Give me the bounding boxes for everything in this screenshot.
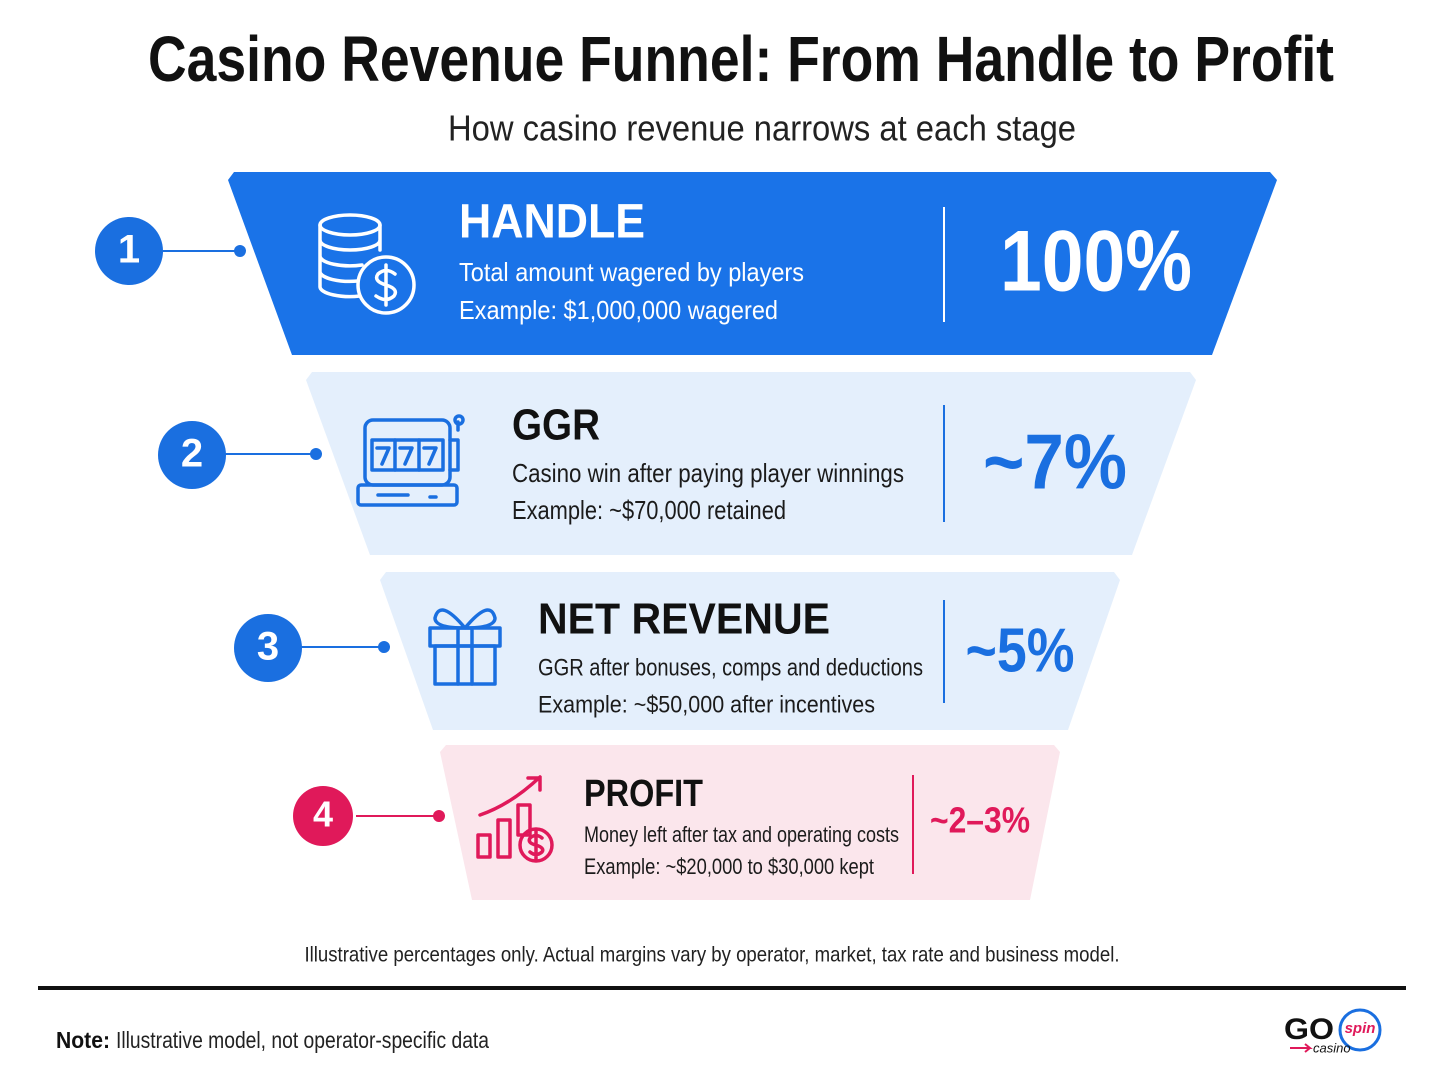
stage-name: NET REVENUE xyxy=(538,595,830,644)
stage-name: GGR xyxy=(512,401,600,450)
funnel-band xyxy=(228,172,1277,355)
gift-icon xyxy=(428,608,502,686)
logo-main: GO xyxy=(1284,1013,1334,1046)
stage-example: Example: ~$70,000 retained xyxy=(512,495,786,525)
logo-sub: casino xyxy=(1313,1040,1351,1055)
logo-ring xyxy=(1338,1008,1382,1052)
title: Casino Revenue Funnel: From Handle to Pr… xyxy=(148,23,1334,95)
funnel-band xyxy=(380,572,1120,730)
stage-example: Example: $1,000,000 wagered xyxy=(459,295,778,325)
stage-name: HANDLE xyxy=(459,196,645,249)
slot-machine-icon xyxy=(356,414,465,507)
stage-percent: ~7% xyxy=(983,418,1127,506)
step-number: 4 xyxy=(313,794,333,835)
step-badge xyxy=(234,614,302,682)
logo: GO spin casino xyxy=(1284,1008,1382,1055)
step-number: 2 xyxy=(181,432,203,476)
stage-percent: ~2–3% xyxy=(930,800,1030,841)
stage-percent: 100% xyxy=(1000,214,1192,310)
stage-description: Total amount wagered by players xyxy=(459,257,804,287)
profit-chart-icon xyxy=(476,775,554,863)
connector-dot xyxy=(310,448,322,460)
stage-description: Money left after tax and operating costs xyxy=(584,822,899,847)
funnel-band xyxy=(440,745,1060,900)
step-number: 1 xyxy=(118,228,140,272)
coins-icon xyxy=(318,213,416,315)
stage-description: GGR after bonuses, comps and deductions xyxy=(538,654,923,681)
stage-percent: ~5% xyxy=(966,616,1075,685)
note-label: Note: xyxy=(56,1027,110,1053)
step-badge xyxy=(95,217,163,285)
disclaimer: Illustrative percentages only. Actual ma… xyxy=(305,944,1120,967)
connector-dot xyxy=(378,641,390,653)
step-badge xyxy=(158,421,226,489)
logo-arrow xyxy=(1290,1043,1313,1053)
note-text: Illustrative model, not operator-specifi… xyxy=(116,1027,489,1053)
funnel-band xyxy=(306,372,1196,555)
stage-example: Example: ~$20,000 to $30,000 kept xyxy=(584,854,874,879)
stage-name: PROFIT xyxy=(584,773,703,815)
step-badge xyxy=(293,786,353,846)
step-number: 3 xyxy=(257,625,279,669)
logo-badge: spin xyxy=(1345,1020,1376,1037)
subtitle: How casino revenue narrows at each stage xyxy=(448,108,1076,149)
connector-dot xyxy=(234,245,246,257)
connector-dot xyxy=(433,810,445,822)
stage-example: Example: ~$50,000 after incentives xyxy=(538,691,875,718)
stage-description: Casino win after paying player winnings xyxy=(512,458,904,488)
